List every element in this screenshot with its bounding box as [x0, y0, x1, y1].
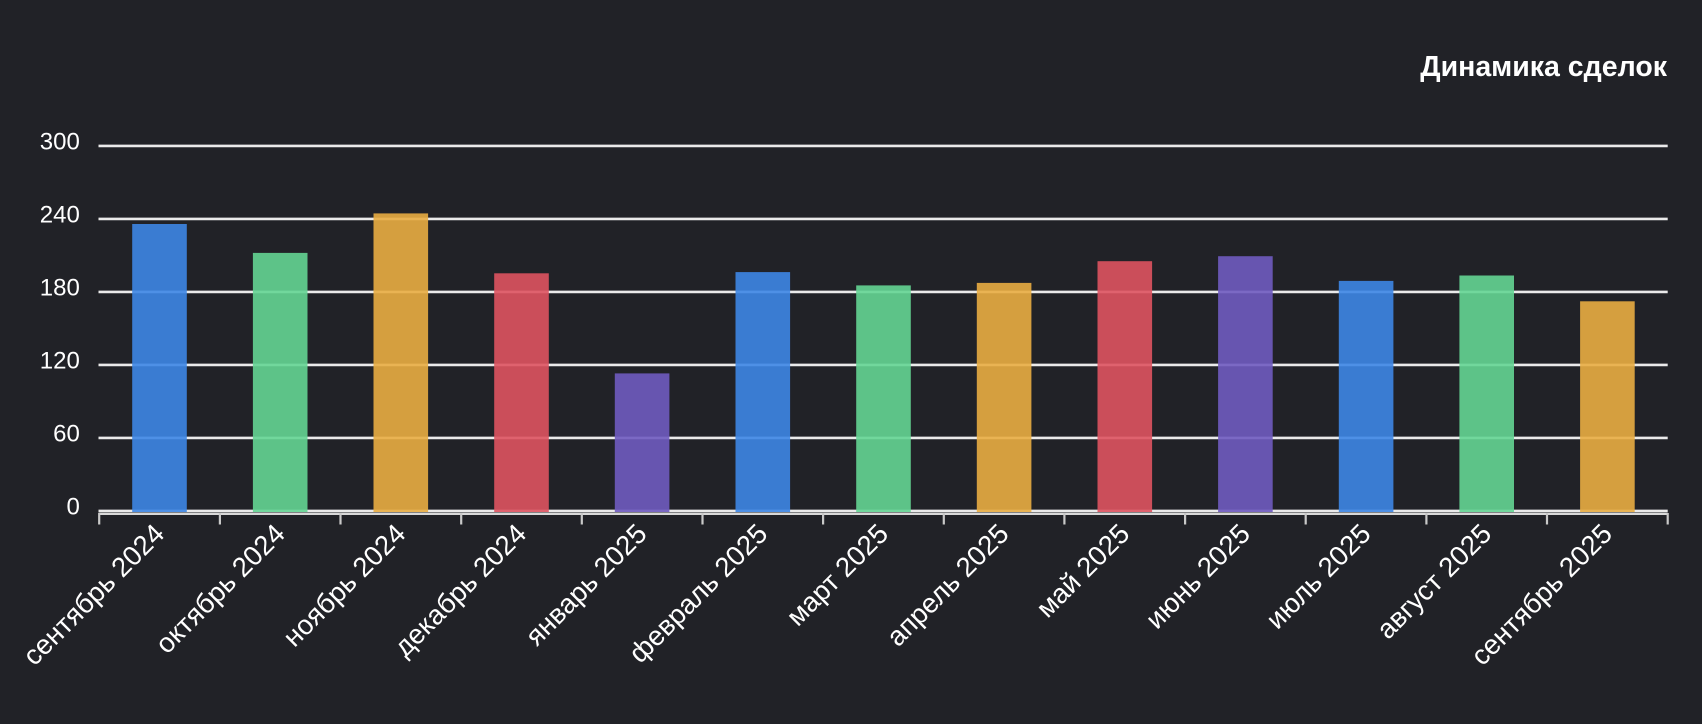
svg-text:0: 0 — [66, 493, 79, 520]
svg-text:180: 180 — [40, 274, 80, 301]
svg-text:120: 120 — [40, 347, 80, 374]
svg-text:Динамика сделок: Динамика сделок — [1420, 51, 1667, 83]
svg-text:60: 60 — [53, 420, 80, 447]
svg-text:240: 240 — [40, 201, 80, 228]
svg-text:300: 300 — [40, 128, 80, 155]
